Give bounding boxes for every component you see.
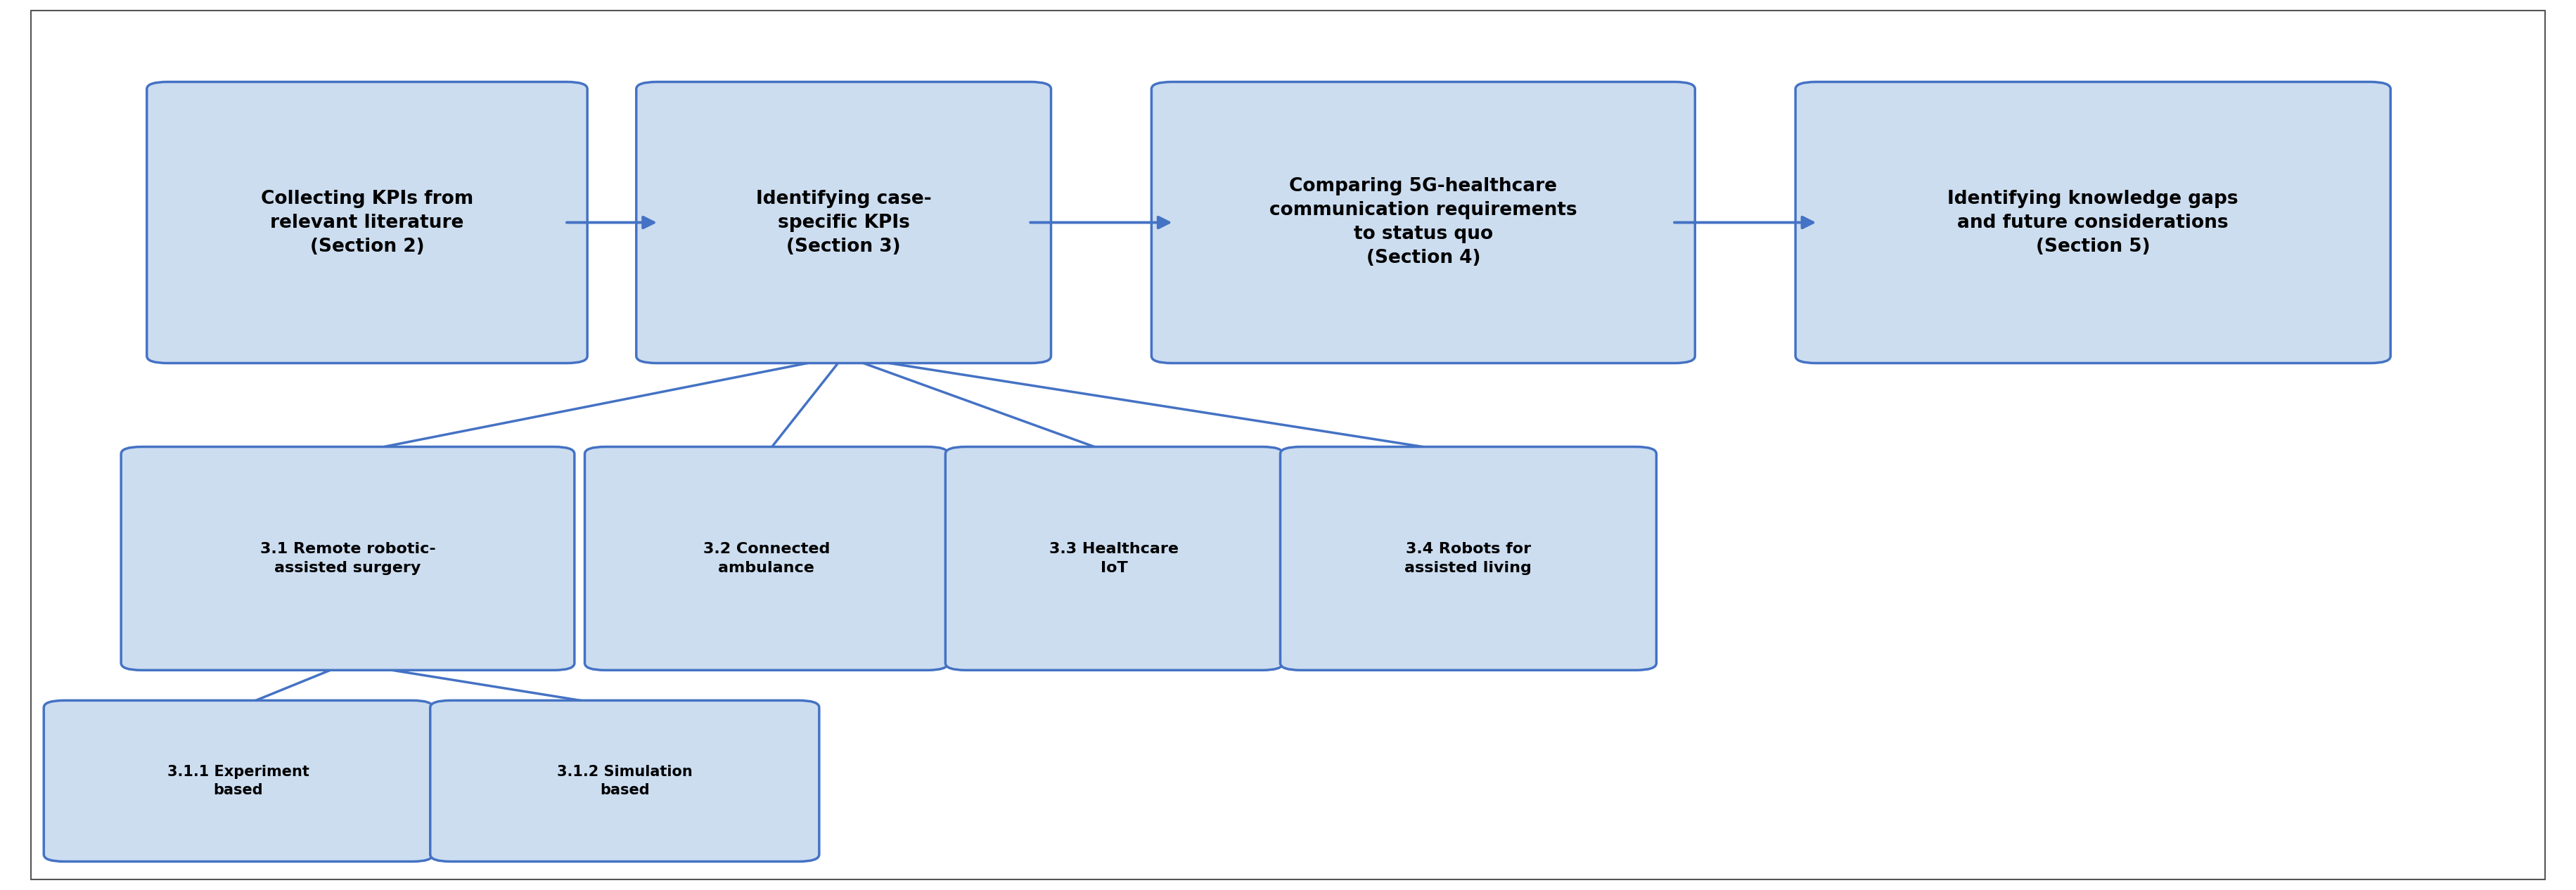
FancyBboxPatch shape xyxy=(147,82,587,363)
FancyBboxPatch shape xyxy=(121,447,574,670)
Text: 3.1.2 Simulation
based: 3.1.2 Simulation based xyxy=(556,765,693,797)
Text: Collecting KPIs from
relevant literature
(Section 2): Collecting KPIs from relevant literature… xyxy=(260,190,474,255)
Text: 3.1 Remote robotic-
assisted surgery: 3.1 Remote robotic- assisted surgery xyxy=(260,542,435,575)
Text: 3.2 Connected
ambulance: 3.2 Connected ambulance xyxy=(703,542,829,575)
FancyBboxPatch shape xyxy=(1151,82,1695,363)
Text: 3.1.1 Experiment
based: 3.1.1 Experiment based xyxy=(167,765,309,797)
FancyBboxPatch shape xyxy=(430,700,819,862)
Text: Identifying knowledge gaps
and future considerations
(Section 5): Identifying knowledge gaps and future co… xyxy=(1947,190,2239,255)
FancyBboxPatch shape xyxy=(1795,82,2391,363)
FancyBboxPatch shape xyxy=(945,447,1283,670)
Text: Comparing 5G-healthcare
communication requirements
to status quo
(Section 4): Comparing 5G-healthcare communication re… xyxy=(1270,177,1577,268)
FancyBboxPatch shape xyxy=(44,700,433,862)
FancyBboxPatch shape xyxy=(585,447,948,670)
Text: Identifying case-
specific KPIs
(Section 3): Identifying case- specific KPIs (Section… xyxy=(755,190,933,255)
FancyBboxPatch shape xyxy=(1280,447,1656,670)
Text: 3.4 Robots for
assisted living: 3.4 Robots for assisted living xyxy=(1404,542,1533,575)
FancyBboxPatch shape xyxy=(636,82,1051,363)
Text: 3.3 Healthcare
IoT: 3.3 Healthcare IoT xyxy=(1048,542,1180,575)
